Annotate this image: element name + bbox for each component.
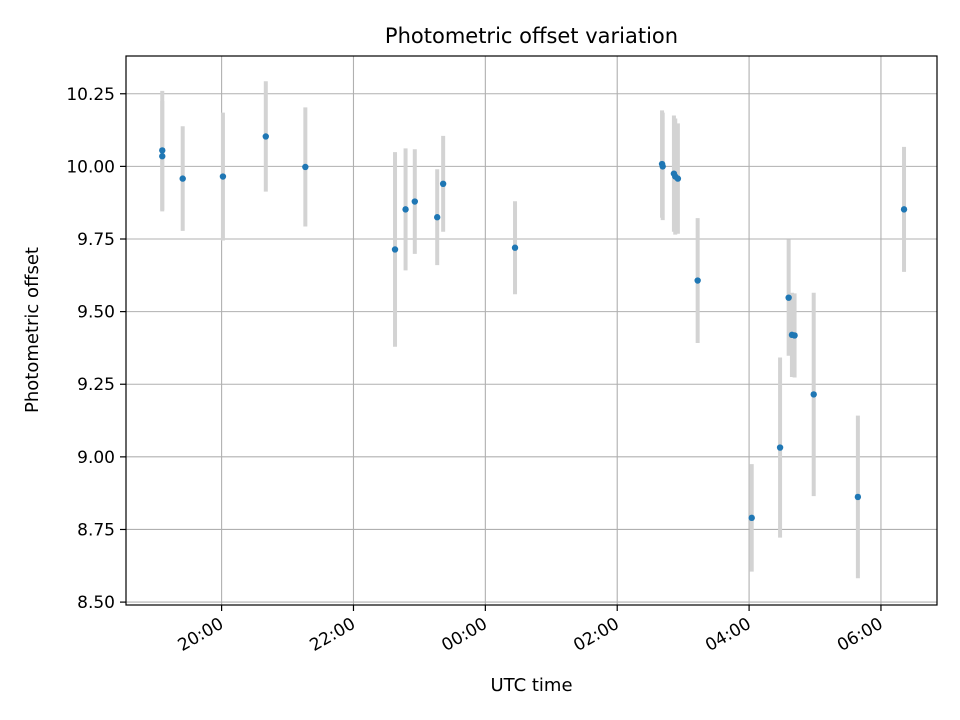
data-point bbox=[674, 175, 682, 182]
data-point bbox=[854, 493, 862, 501]
y-tick-label: 8.50 bbox=[77, 593, 115, 613]
y-tick-label: 10.00 bbox=[66, 157, 115, 177]
data-point bbox=[791, 332, 798, 339]
x-axis-label: UTC time bbox=[490, 675, 572, 696]
y-tick-label: 8.75 bbox=[77, 520, 115, 540]
data-point bbox=[411, 198, 418, 205]
data-point bbox=[302, 163, 309, 171]
data-point bbox=[402, 206, 409, 213]
data-point bbox=[159, 147, 166, 154]
data-point bbox=[262, 133, 269, 140]
data-point bbox=[391, 246, 399, 253]
data-point bbox=[785, 294, 792, 301]
chart-title: Photometric offset variation bbox=[385, 24, 678, 48]
data-point bbox=[219, 173, 227, 180]
y-tick-label: 9.75 bbox=[77, 230, 115, 250]
data-point bbox=[900, 206, 908, 213]
y-axis-ticks: 8.50 8.75 9.00 9.25 9.50 9.75 10.00 10.25 bbox=[66, 85, 126, 613]
y-tick-label: 9.00 bbox=[77, 448, 115, 468]
data-point bbox=[748, 514, 755, 522]
y-tick-label: 9.25 bbox=[77, 375, 115, 395]
plot-frame bbox=[125, 55, 938, 606]
data-point bbox=[511, 244, 519, 251]
data-point bbox=[159, 153, 166, 160]
y-tick-label: 10.25 bbox=[66, 85, 115, 105]
data-point bbox=[434, 214, 441, 221]
grid-lines bbox=[126, 56, 937, 605]
data-points bbox=[159, 133, 908, 522]
y-axis-label: Photometric offset bbox=[22, 247, 43, 413]
data-point bbox=[694, 277, 701, 284]
data-point bbox=[439, 180, 447, 188]
y-tick-label: 9.50 bbox=[77, 303, 115, 323]
data-point bbox=[810, 391, 817, 398]
data-point bbox=[659, 163, 666, 170]
data-point bbox=[179, 175, 186, 182]
plot-area bbox=[126, 56, 937, 605]
data-point bbox=[776, 444, 784, 451]
